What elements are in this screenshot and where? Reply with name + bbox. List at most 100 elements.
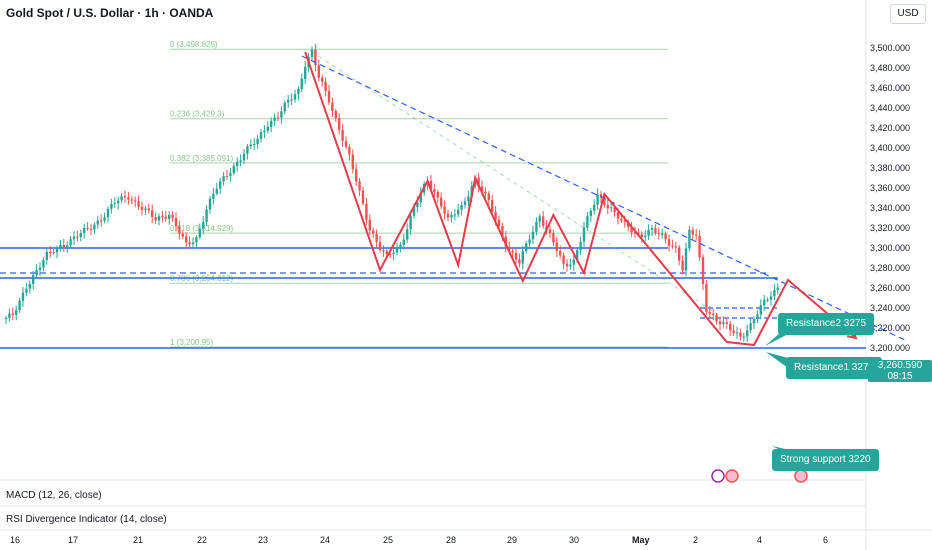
candle-body xyxy=(684,248,688,271)
descending-trendline xyxy=(301,55,908,342)
candle-body xyxy=(256,138,259,145)
candle-body xyxy=(406,229,409,240)
us-flag-event-icon[interactable] xyxy=(794,469,808,483)
candle-body xyxy=(134,200,137,202)
time-tick-label: 6 xyxy=(823,535,828,545)
time-tick-label: 24 xyxy=(320,535,330,545)
candle-body xyxy=(739,332,742,337)
candle-body xyxy=(174,218,178,227)
drawings xyxy=(301,51,908,450)
lightning-event-icon[interactable] xyxy=(711,469,725,483)
candle-body xyxy=(477,177,480,187)
candle-body xyxy=(304,66,307,79)
candle-body xyxy=(450,214,453,218)
candle-body xyxy=(205,209,208,222)
price-tick-label: 3,400.000 xyxy=(870,143,910,153)
candle-body xyxy=(66,245,69,248)
candle-body xyxy=(443,206,446,214)
candle-body xyxy=(569,264,572,267)
candle-body xyxy=(586,216,589,228)
candle-body xyxy=(708,311,711,314)
candle-body xyxy=(552,233,555,243)
callout-pointer xyxy=(765,333,790,346)
candle-body xyxy=(457,209,460,215)
price-tick-label: 3,320.000 xyxy=(870,223,910,233)
candle-body xyxy=(314,49,317,66)
candle-body xyxy=(535,221,538,232)
candle-body xyxy=(691,229,694,235)
candle-body xyxy=(280,111,283,118)
candle-body xyxy=(219,181,222,189)
candle-body xyxy=(416,202,419,208)
candle-body xyxy=(110,204,113,209)
candle-body xyxy=(599,194,603,198)
time-tick-label: 28 xyxy=(446,535,456,545)
candle-body xyxy=(259,132,263,139)
candle-body xyxy=(106,208,110,218)
price-tick-label: 3,460.000 xyxy=(870,83,910,93)
candle-body xyxy=(769,296,773,300)
candle-body xyxy=(589,210,592,217)
projected-path xyxy=(304,51,857,347)
candle-body xyxy=(640,234,643,237)
price-tick-label: 3,300.000 xyxy=(870,243,910,253)
price-tick-label: 3,360.000 xyxy=(870,183,910,193)
fib-level-label: 1 (3,200.95) xyxy=(170,338,213,347)
candle-body xyxy=(154,217,157,221)
us-flag-event-icon[interactable] xyxy=(725,469,739,483)
candle-body xyxy=(83,227,86,233)
candle-body xyxy=(127,197,130,200)
candle-body xyxy=(674,246,677,248)
rsi-legend[interactable]: RSI Divergence Indicator (14, close) xyxy=(6,514,167,525)
support-callout: Strong support 3220 xyxy=(772,449,879,471)
candle-body xyxy=(409,215,412,230)
candle-body xyxy=(511,250,514,253)
candle-body xyxy=(62,244,65,248)
resistance2-callout: Resistance2 3275 xyxy=(778,313,875,335)
candle-body xyxy=(72,236,76,240)
time-axis: 16 17 21 22 23 24 25 28 29 30 May 2 4 6 xyxy=(10,535,828,545)
candle-body xyxy=(59,244,62,248)
time-tick-label: 29 xyxy=(507,535,517,545)
candle-body xyxy=(8,313,11,318)
last-price: 3,260.590 xyxy=(877,360,923,371)
macd-legend[interactable]: MACD (12, 26, close) xyxy=(6,490,102,501)
candle-body xyxy=(293,94,297,100)
candle-body xyxy=(89,228,93,230)
candle-body xyxy=(341,129,344,142)
currency-button[interactable]: USD xyxy=(890,4,926,24)
candle-body xyxy=(79,232,82,238)
candle-body xyxy=(579,241,582,251)
candle-body xyxy=(630,226,633,233)
candle-body xyxy=(681,260,684,271)
candle-body xyxy=(633,232,637,234)
candle-body xyxy=(385,251,388,254)
fibonacci-retracement: 0 (3,498.825) 0.236 (3,429.3) 0.382 (3,385… xyxy=(170,40,668,348)
candle-body xyxy=(637,232,640,235)
candle-body xyxy=(725,322,728,324)
candle-body xyxy=(429,181,433,190)
candle-body xyxy=(348,146,351,155)
candle-body xyxy=(678,247,681,261)
candle-body xyxy=(191,242,195,244)
candle-body xyxy=(123,196,127,198)
candle-body xyxy=(389,253,392,255)
candle-body xyxy=(735,332,739,334)
candle-body xyxy=(446,213,450,218)
candle-body xyxy=(355,169,358,182)
candle-body xyxy=(351,154,354,170)
candle-body xyxy=(616,212,620,219)
candle-body xyxy=(559,250,562,256)
symbol-title[interactable]: Gold Spot / U.S. Dollar · 1h · OANDA xyxy=(6,6,214,20)
candle-body xyxy=(647,229,650,236)
candle-body xyxy=(712,313,715,316)
candle-body xyxy=(759,305,762,315)
candle-body xyxy=(746,330,749,337)
candle-body xyxy=(144,208,147,211)
candle-body xyxy=(576,250,579,260)
candle-body xyxy=(491,200,494,213)
candle-body xyxy=(715,315,718,322)
candle-body xyxy=(620,218,623,221)
candle-body xyxy=(542,216,545,226)
